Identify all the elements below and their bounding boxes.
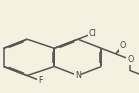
Text: F: F	[38, 76, 42, 85]
Text: O: O	[120, 41, 126, 50]
Text: N: N	[75, 71, 81, 80]
Text: Cl: Cl	[88, 29, 96, 38]
Text: O: O	[127, 55, 133, 64]
